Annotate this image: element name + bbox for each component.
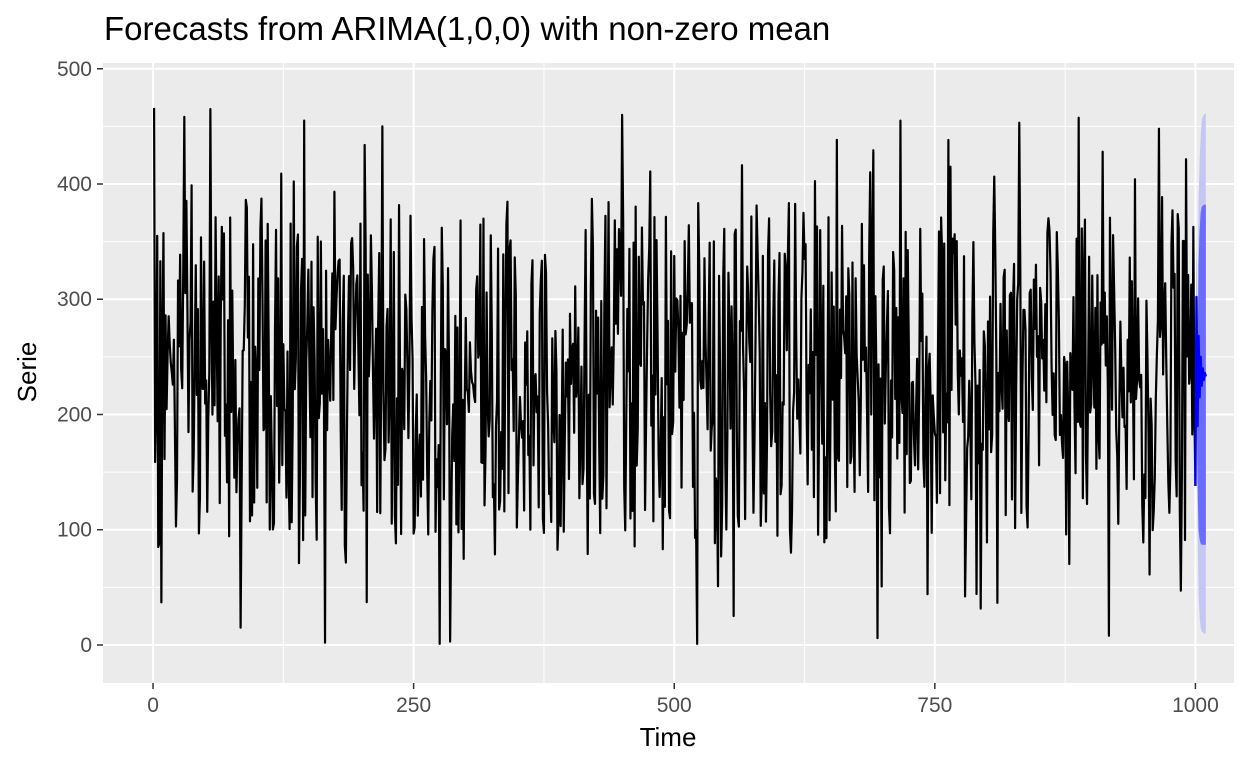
series-lines xyxy=(152,107,1208,645)
x-tick-label: 500 xyxy=(657,694,692,717)
x-axis-title: Time xyxy=(640,722,697,752)
y-tick-label: 400 xyxy=(57,173,92,196)
major-gridlines xyxy=(103,63,1234,683)
chart-title: Forecasts from ARIMA(1,0,0) with non-zer… xyxy=(104,10,830,47)
x-axis: 0 250 500 750 1000 xyxy=(147,683,1219,717)
x-tick-label: 1000 xyxy=(1172,694,1219,717)
y-tick-label: 100 xyxy=(57,519,92,542)
observed-series-line xyxy=(152,107,1197,645)
y-tick-label: 0 xyxy=(80,634,92,657)
y-axis-title: Serie xyxy=(12,342,42,403)
y-tick-label: 500 xyxy=(57,58,92,81)
y-tick-label: 300 xyxy=(57,288,92,311)
x-tick-label: 250 xyxy=(396,694,431,717)
forecast-line xyxy=(1194,295,1208,486)
x-tick-label: 0 xyxy=(147,694,159,717)
y-tick-label: 200 xyxy=(57,403,92,426)
x-tick-label: 750 xyxy=(917,694,952,717)
y-axis: 0 100 200 300 400 500 xyxy=(57,58,103,657)
